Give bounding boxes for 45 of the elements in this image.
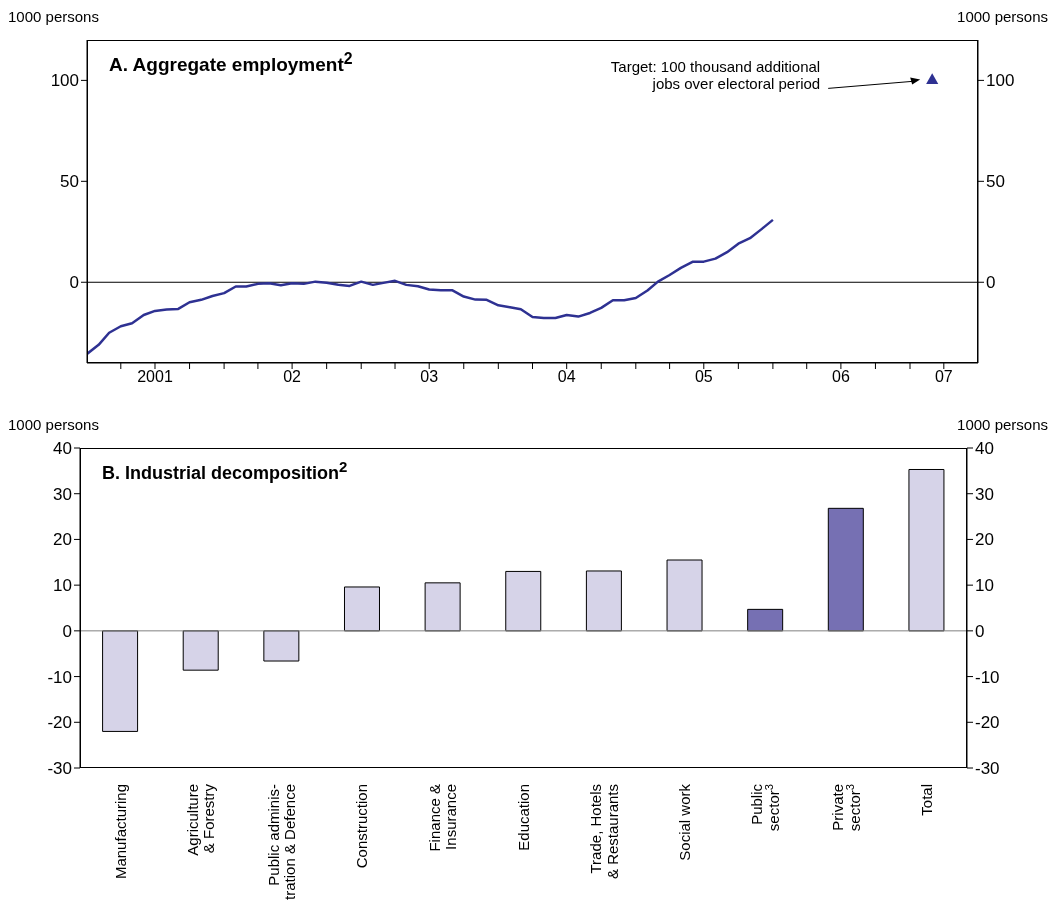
x-tick-label: Finance & Insurance <box>425 784 460 852</box>
y-tick-label: -20 <box>47 713 72 733</box>
y2-tick-label: 20 <box>975 530 994 550</box>
x-tick-label: 07 <box>934 368 953 386</box>
x-tick-label: Education <box>514 784 532 851</box>
y-tick-label: 100 <box>50 71 79 91</box>
y-tick-label: 0 <box>62 621 72 641</box>
x-tick-label: 02 <box>283 368 302 386</box>
y2-tick-label: 0 <box>975 621 985 641</box>
x-tick-label: Trade, Hotels & Restaurants <box>587 784 621 880</box>
y2-tick-label: 100 <box>986 71 1015 91</box>
x-tick-label: 04 <box>557 368 576 386</box>
y-tick-label: 40 <box>53 439 72 459</box>
x-tick-label: Agriculture & Forestry <box>183 783 218 856</box>
y-tick-label: -30 <box>47 759 72 779</box>
y2-axis-title: 1000 persons <box>957 416 1048 433</box>
y-axis-title: 1000 persons <box>8 416 99 433</box>
annotation: Target: 100 thousand additional jobs over electoral period <box>610 58 821 93</box>
y-tick-label: 0 <box>69 273 79 293</box>
y-tick-label: 50 <box>60 172 79 192</box>
y2-tick-label: -20 <box>975 713 1000 733</box>
x-tick-label: Total <box>917 784 935 816</box>
y2-tick-label: 50 <box>986 172 1005 192</box>
x-tick-label: 03 <box>420 368 439 386</box>
y2-tick-label: -10 <box>975 667 1000 687</box>
x-tick-label: 2001 <box>137 368 173 386</box>
x-tick-label: 06 <box>832 368 850 386</box>
y-axis-title: 1000 persons <box>8 8 99 25</box>
x-tick-label: Public adminis- tration & Defence <box>264 784 299 900</box>
y2-tick-label: 40 <box>975 439 994 459</box>
y2-tick-label: 30 <box>975 484 994 504</box>
y-tick-label: 30 <box>53 484 72 504</box>
y2-tick-label: -30 <box>975 759 1000 779</box>
text: A. Aggregate employment$^{2}$ <box>109 50 353 77</box>
x-tick-label: Manufacturing <box>111 784 129 880</box>
x-tick-label: Social work <box>676 783 694 861</box>
y-tick-label: 10 <box>53 576 72 596</box>
y2-tick-label: 0 <box>986 273 996 293</box>
y2-axis-title: 1000 persons <box>957 8 1048 25</box>
text: B. Industrial decomposition$^{2}$ <box>102 458 348 484</box>
y-tick-label: 20 <box>53 530 72 550</box>
y-tick-label: -10 <box>47 667 72 687</box>
x-tick-label: 05 <box>694 368 713 386</box>
y2-tick-label: 10 <box>975 576 994 596</box>
x-tick-label: Construction <box>353 784 371 869</box>
